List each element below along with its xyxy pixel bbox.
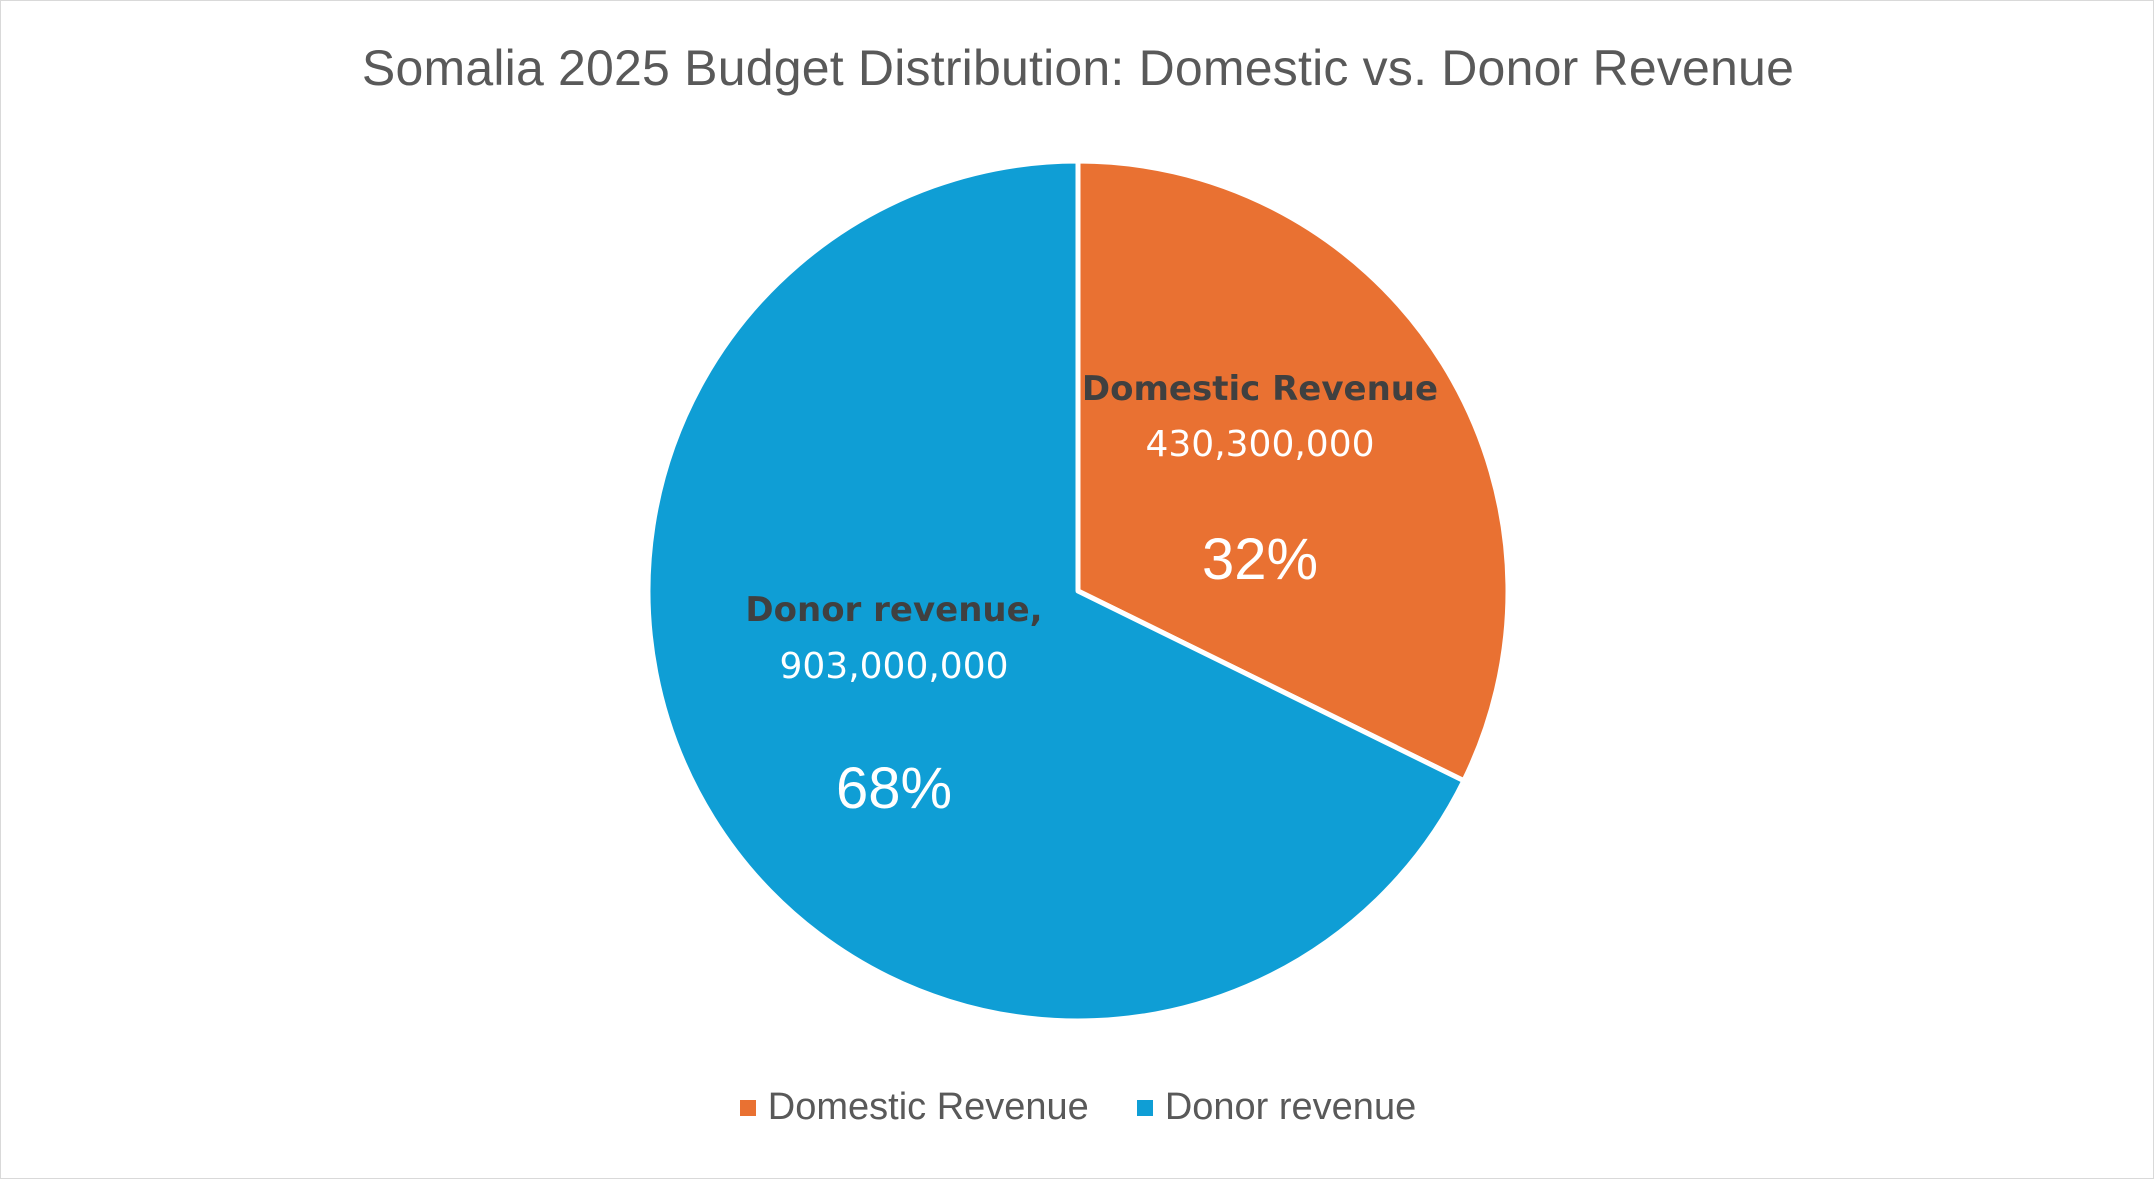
- pie-slice-donor-revenue[interactable]: [645, 158, 1467, 1024]
- donor-slice-value-label: 903,000,000: [779, 646, 1008, 687]
- pie-slices: [645, 158, 1511, 1024]
- chart-legend: Domestic Revenue Donor revenue: [1, 1086, 2154, 1129]
- pie-data-labels: Domestic Revenue 430,300,000 32% Donor r…: [745, 369, 1438, 821]
- domestic-slice-percent-label: 32%: [1202, 527, 1318, 592]
- legend-label-domestic-revenue: Domestic Revenue: [767, 1086, 1089, 1128]
- domestic-slice-name-label: Domestic Revenue: [1082, 369, 1438, 409]
- donor-slice-percent-label: 68%: [836, 756, 952, 821]
- legend-item-domestic-revenue[interactable]: Domestic Revenue: [739, 1086, 1089, 1129]
- legend-swatch-domestic-revenue: [739, 1099, 756, 1116]
- legend-label-donor-revenue: Donor revenue: [1164, 1086, 1417, 1128]
- legend-swatch-donor-revenue: [1136, 1099, 1153, 1116]
- pie-slice-domestic-revenue[interactable]: [1075, 158, 1511, 784]
- legend-item-donor-revenue[interactable]: Donor revenue: [1136, 1086, 1417, 1129]
- donor-slice-name-label: Donor revenue,: [745, 590, 1042, 630]
- chart-title: Somalia 2025 Budget Distribution: Domest…: [361, 40, 1795, 96]
- domestic-slice-value-label: 430,300,000: [1145, 424, 1374, 465]
